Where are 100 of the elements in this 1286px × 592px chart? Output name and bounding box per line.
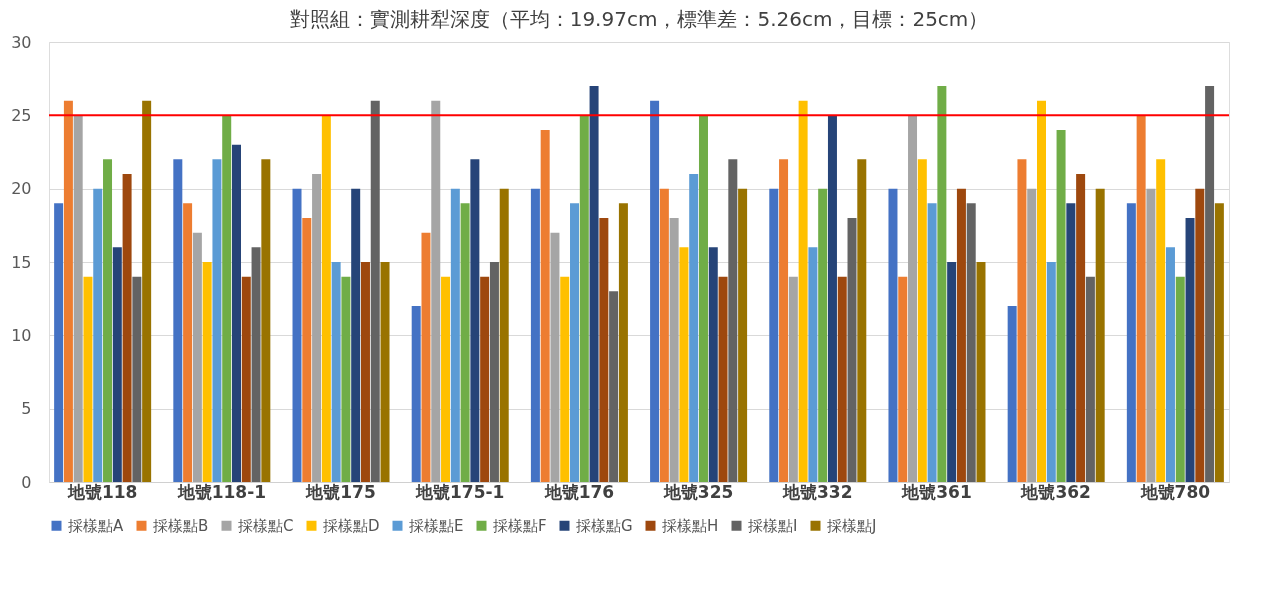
bar <box>370 100 380 482</box>
bar <box>947 262 957 482</box>
bar <box>122 174 132 482</box>
bar <box>93 188 103 482</box>
x-tick-label: 地號362 <box>1020 481 1091 502</box>
bar <box>499 188 509 482</box>
x-tick-label: 地號361 <box>901 481 972 502</box>
bar <box>441 276 451 482</box>
bar <box>1185 218 1195 482</box>
bar <box>431 100 441 482</box>
bar <box>142 100 152 482</box>
bar <box>1126 203 1136 482</box>
bar <box>560 276 570 482</box>
bar <box>1095 188 1105 482</box>
x-tick-label: 地號118 <box>66 481 138 502</box>
bar <box>1136 115 1146 482</box>
bar <box>202 262 212 482</box>
bar <box>380 262 390 482</box>
bar <box>579 115 589 482</box>
bar <box>63 100 73 482</box>
bar <box>1146 188 1156 482</box>
bar <box>908 115 918 482</box>
bar <box>669 218 679 482</box>
bar <box>609 291 619 482</box>
bar <box>241 276 251 482</box>
bar <box>689 174 699 482</box>
bar <box>1156 159 1166 482</box>
bar <box>1027 188 1037 482</box>
bar <box>550 232 560 482</box>
bar <box>1175 276 1185 482</box>
legend-label: 採樣點F <box>493 516 547 535</box>
legend-label: 採樣點I <box>748 516 798 535</box>
bar <box>83 276 93 482</box>
bar <box>718 276 728 482</box>
legend-label: 採樣點H <box>662 516 719 535</box>
bar <box>659 188 669 482</box>
legend-label: 採樣點E <box>409 516 464 535</box>
bar <box>728 159 738 482</box>
bar <box>917 159 927 482</box>
bar <box>411 306 421 482</box>
legend-label: 採樣點D <box>323 516 380 535</box>
bar <box>1066 203 1076 482</box>
bar <box>698 115 708 482</box>
bar <box>708 247 718 482</box>
bar <box>173 159 183 482</box>
bar <box>1007 306 1017 482</box>
bar <box>779 159 789 482</box>
legend-label: 採樣點A <box>68 516 124 535</box>
y-tick-label: 5 <box>21 399 32 419</box>
bar <box>251 247 261 482</box>
bar <box>132 276 142 482</box>
legend-label: 採樣點C <box>238 516 294 535</box>
bar <box>788 276 798 482</box>
x-tick-label: 地號780 <box>1139 481 1211 502</box>
y-tick-label: 25 <box>11 105 32 125</box>
legend-label: 採樣點J <box>827 516 877 535</box>
y-tick-label: 0 <box>21 472 32 492</box>
bar <box>827 115 837 482</box>
bar <box>1205 86 1215 482</box>
bar <box>847 218 857 482</box>
bar <box>937 86 947 482</box>
bar <box>976 262 986 482</box>
bar <box>212 159 222 482</box>
bar <box>956 188 966 482</box>
bar <box>857 159 867 482</box>
bar <box>888 188 898 482</box>
bar <box>679 247 689 482</box>
bar <box>192 232 202 482</box>
bar <box>460 203 470 482</box>
chart-title: 對照組：實測耕犁深度（平均：19.97cm，標準差：5.26cm，目標：25cm） <box>289 7 989 31</box>
x-tick-label: 地號175 <box>305 481 376 502</box>
y-tick-label: 30 <box>11 32 32 52</box>
legend-label: 採樣點B <box>153 516 209 535</box>
bar <box>966 203 976 482</box>
bar <box>1046 262 1056 482</box>
x-tick-label: 地號176 <box>543 481 615 502</box>
bar <box>570 203 580 482</box>
bar <box>1195 188 1205 482</box>
bar <box>1017 159 1027 482</box>
bar <box>837 276 847 482</box>
bar <box>302 218 312 482</box>
x-tick-label: 地號325 <box>662 481 734 502</box>
y-tick-label: 15 <box>11 252 32 272</box>
bar <box>540 130 550 482</box>
bar <box>1037 100 1046 482</box>
bar <box>798 100 808 482</box>
bar <box>1214 203 1224 482</box>
bar <box>421 232 431 482</box>
bar <box>1056 130 1066 482</box>
bar <box>312 174 322 482</box>
bar <box>1076 174 1086 482</box>
bar <box>450 188 460 482</box>
bar <box>341 276 351 482</box>
bar <box>1165 247 1175 482</box>
bar <box>183 203 193 482</box>
bar <box>769 188 779 482</box>
bar <box>73 115 83 482</box>
x-tick-label: 地號332 <box>782 481 853 502</box>
bar <box>480 276 490 482</box>
bar <box>292 188 302 482</box>
